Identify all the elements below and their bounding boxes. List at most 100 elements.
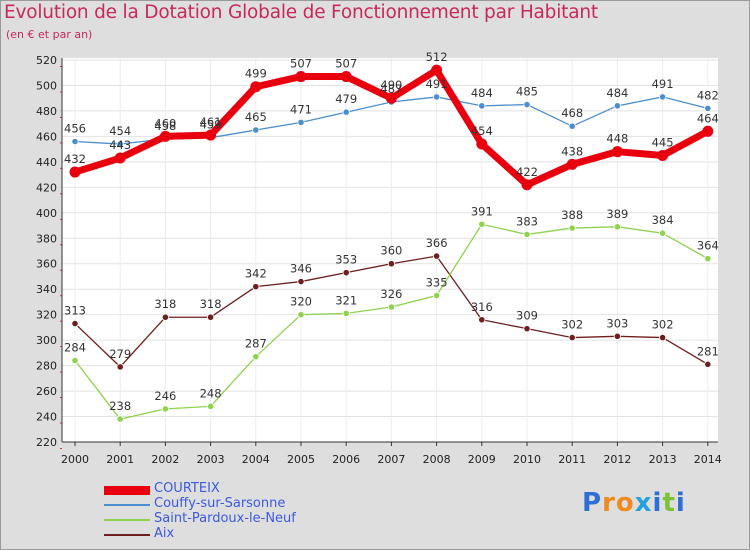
data-point bbox=[658, 333, 667, 342]
data-label: 485 bbox=[516, 85, 538, 99]
data-label: 384 bbox=[652, 213, 674, 227]
data-point bbox=[297, 118, 305, 126]
data-label: 342 bbox=[245, 267, 267, 281]
data-point bbox=[207, 402, 215, 410]
chart-title: Evolution de la Dotation Globale de Fonc… bbox=[4, 2, 598, 23]
data-label: 487 bbox=[380, 82, 402, 96]
data-label: 461 bbox=[200, 115, 222, 129]
data-point bbox=[702, 125, 714, 137]
data-point bbox=[250, 81, 262, 93]
data-point bbox=[342, 269, 350, 277]
data-point bbox=[566, 158, 578, 170]
data-label: 389 bbox=[606, 207, 628, 221]
y-tick-label: 480 bbox=[36, 105, 57, 118]
logo-letter: i bbox=[675, 488, 686, 518]
data-label: 454 bbox=[471, 124, 493, 138]
data-label: 512 bbox=[426, 50, 448, 64]
data-label: 490 bbox=[380, 78, 402, 92]
x-tick-label: 2011 bbox=[558, 453, 586, 466]
proxiti-logo: Proxiti bbox=[582, 488, 686, 518]
data-point bbox=[613, 102, 622, 110]
data-point bbox=[207, 313, 215, 321]
data-label: 302 bbox=[561, 318, 583, 332]
data-point bbox=[252, 353, 260, 361]
data-label: 491 bbox=[426, 77, 448, 91]
logo-letter: i bbox=[652, 488, 663, 518]
data-label: 346 bbox=[290, 262, 312, 276]
data-label: 448 bbox=[606, 132, 628, 146]
data-point bbox=[523, 100, 531, 109]
data-label: 458 bbox=[154, 119, 176, 133]
y-tick-label: 300 bbox=[36, 334, 57, 347]
y-tick-label: 280 bbox=[36, 360, 57, 373]
data-label: 465 bbox=[245, 110, 267, 124]
y-tick-label: 260 bbox=[36, 385, 57, 398]
y-tick-label: 360 bbox=[36, 258, 57, 271]
data-point bbox=[476, 138, 488, 150]
data-label: 383 bbox=[516, 214, 538, 228]
legend-swatch bbox=[104, 504, 150, 506]
data-point bbox=[523, 325, 531, 333]
data-point bbox=[613, 223, 622, 231]
logo-letter: P bbox=[582, 488, 603, 518]
x-tick-label: 2008 bbox=[423, 453, 451, 466]
data-point bbox=[432, 93, 441, 101]
data-label: 454 bbox=[109, 124, 131, 138]
data-point bbox=[387, 303, 395, 311]
data-point bbox=[342, 309, 350, 317]
data-label: 388 bbox=[561, 208, 583, 222]
x-tick-label: 2001 bbox=[106, 453, 134, 466]
data-point bbox=[340, 71, 352, 83]
data-label: 507 bbox=[290, 57, 312, 71]
y-tick-label: 400 bbox=[36, 207, 57, 220]
data-label: 318 bbox=[154, 297, 176, 311]
data-label: 353 bbox=[335, 253, 357, 267]
data-point bbox=[297, 311, 305, 319]
data-point bbox=[658, 229, 667, 237]
data-point bbox=[385, 92, 397, 104]
data-point bbox=[568, 333, 576, 342]
x-tick-label: 2010 bbox=[513, 453, 541, 466]
data-label: 499 bbox=[245, 67, 267, 81]
data-label: 445 bbox=[652, 136, 674, 150]
chart-subtitle: (en € et par an) bbox=[6, 28, 93, 41]
data-label: 484 bbox=[606, 86, 628, 100]
data-label: 316 bbox=[471, 300, 493, 314]
x-tick-label: 2012 bbox=[603, 453, 631, 466]
plot-area bbox=[62, 58, 718, 442]
data-point bbox=[295, 71, 307, 83]
y-tick-label: 520 bbox=[36, 54, 57, 67]
legend-label: Couffy-sur-Sarsonne bbox=[154, 496, 286, 511]
logo-letter: t bbox=[662, 488, 676, 518]
data-point bbox=[387, 260, 395, 268]
data-label: 471 bbox=[290, 102, 312, 116]
logo-letter: r bbox=[602, 488, 616, 518]
data-point bbox=[521, 179, 533, 191]
data-point bbox=[71, 137, 79, 146]
data-point bbox=[704, 255, 712, 263]
data-label: 238 bbox=[109, 399, 131, 413]
x-tick-label: 2005 bbox=[287, 453, 315, 466]
logo-letter: x bbox=[634, 488, 653, 518]
y-tick-label: 420 bbox=[36, 181, 57, 194]
legend-label: Saint-Pardoux-le-Neuf bbox=[154, 511, 296, 526]
data-point bbox=[478, 220, 486, 228]
y-tick-label: 380 bbox=[36, 232, 57, 245]
data-point bbox=[71, 319, 79, 328]
data-label: 460 bbox=[154, 116, 176, 130]
data-point bbox=[159, 130, 171, 142]
data-point bbox=[568, 224, 576, 232]
data-label: 468 bbox=[561, 106, 583, 120]
data-label: 318 bbox=[200, 297, 222, 311]
y-tick-label: 440 bbox=[36, 156, 57, 169]
data-label: 313 bbox=[64, 304, 86, 318]
y-tick-label: 320 bbox=[36, 309, 57, 322]
data-point bbox=[297, 277, 305, 286]
x-tick-label: 2006 bbox=[332, 453, 360, 466]
data-point bbox=[568, 122, 576, 130]
data-label: 507 bbox=[335, 57, 357, 71]
data-point bbox=[704, 360, 712, 368]
data-label: 366 bbox=[426, 236, 448, 250]
y-tick-label: 340 bbox=[36, 283, 57, 296]
